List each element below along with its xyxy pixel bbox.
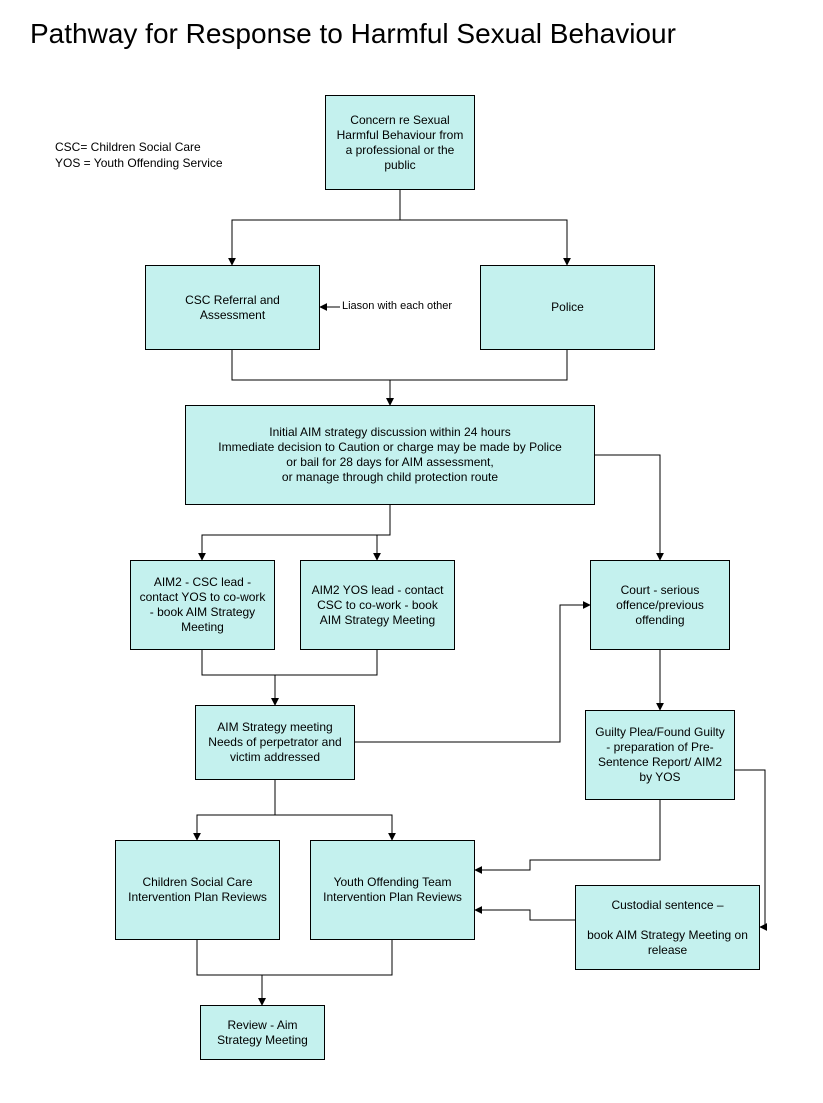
node-police: Police [480,265,655,350]
edge-8 [202,650,275,705]
legend-line-2: YOS = Youth Offending Service [55,156,223,172]
edge-14 [475,800,660,870]
edge-0 [232,190,400,265]
node-guilty: Guilty Plea/Found Guilty - preparation o… [585,710,735,800]
node-concern: Concern re Sexual Harmful Behaviour from… [325,95,475,190]
edge-16 [475,910,575,920]
node-custodial: Custodial sentence – book AIM Strategy M… [575,885,760,970]
node-court: Court - serious offence/previous offendi… [590,560,730,650]
edge-3 [232,350,390,405]
edge-1 [400,190,567,265]
node-csc: CSC Referral and Assessment [145,265,320,350]
page-title: Pathway for Response to Harmful Sexual B… [30,18,676,50]
node-aim2csc: AIM2 - CSC lead - contact YOS to co-work… [130,560,275,650]
edge-9 [275,650,377,705]
legend-line-1: CSC= Children Social Care [55,140,223,156]
node-yot_plan: Youth Offending Team Intervention Plan R… [310,840,475,940]
node-strategy: AIM Strategy meeting Needs of perpetrato… [195,705,355,780]
legend: CSC= Children Social Care YOS = Youth Of… [55,140,223,171]
edge-17 [197,940,262,1005]
node-initial: Initial AIM strategy discussion within 2… [185,405,595,505]
node-csc_plan: Children Social Care Intervention Plan R… [115,840,280,940]
edge-7 [595,455,660,560]
node-aim2yos: AIM2 YOS lead - contact CSC to co-work -… [300,560,455,650]
edge-12 [275,780,392,840]
flowchart-canvas: Pathway for Response to Harmful Sexual B… [0,0,823,1103]
edge-6 [377,505,390,560]
edge-5 [202,505,390,560]
edge-18 [262,940,392,1005]
edge-11 [197,780,275,840]
edge-4 [390,350,567,405]
node-review: Review - Aim Strategy Meeting [200,1005,325,1060]
edge-label-liason: Liason with each other [340,300,454,312]
